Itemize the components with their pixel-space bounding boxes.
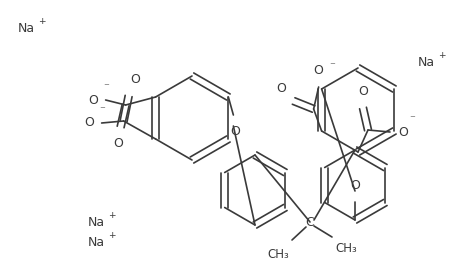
- Text: O: O: [230, 125, 241, 138]
- Text: Na: Na: [88, 215, 105, 229]
- Text: CH₃: CH₃: [267, 248, 289, 261]
- Text: O: O: [84, 117, 93, 129]
- Text: +: +: [438, 50, 446, 59]
- Text: Na: Na: [418, 56, 435, 69]
- Text: O: O: [113, 137, 124, 150]
- Text: O: O: [88, 93, 98, 107]
- Text: C: C: [305, 215, 314, 229]
- Text: ⁻: ⁻: [330, 61, 335, 71]
- Text: O: O: [131, 73, 141, 86]
- Text: ⁻: ⁻: [99, 105, 106, 115]
- Text: Na: Na: [88, 235, 105, 249]
- Text: +: +: [108, 210, 115, 220]
- Text: O: O: [350, 179, 360, 192]
- Text: +: +: [108, 230, 115, 239]
- Text: O: O: [314, 64, 324, 77]
- Text: +: +: [38, 16, 45, 25]
- Text: O: O: [398, 126, 408, 138]
- Text: O: O: [358, 85, 368, 98]
- Text: ⁻: ⁻: [409, 114, 415, 124]
- Text: CH₃: CH₃: [335, 242, 357, 255]
- Text: O: O: [276, 82, 286, 95]
- Text: Na: Na: [18, 21, 35, 35]
- Text: ⁻: ⁻: [104, 82, 109, 92]
